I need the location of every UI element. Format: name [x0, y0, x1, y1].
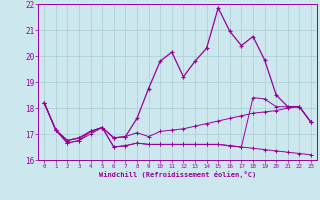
- X-axis label: Windchill (Refroidissement éolien,°C): Windchill (Refroidissement éolien,°C): [99, 171, 256, 178]
